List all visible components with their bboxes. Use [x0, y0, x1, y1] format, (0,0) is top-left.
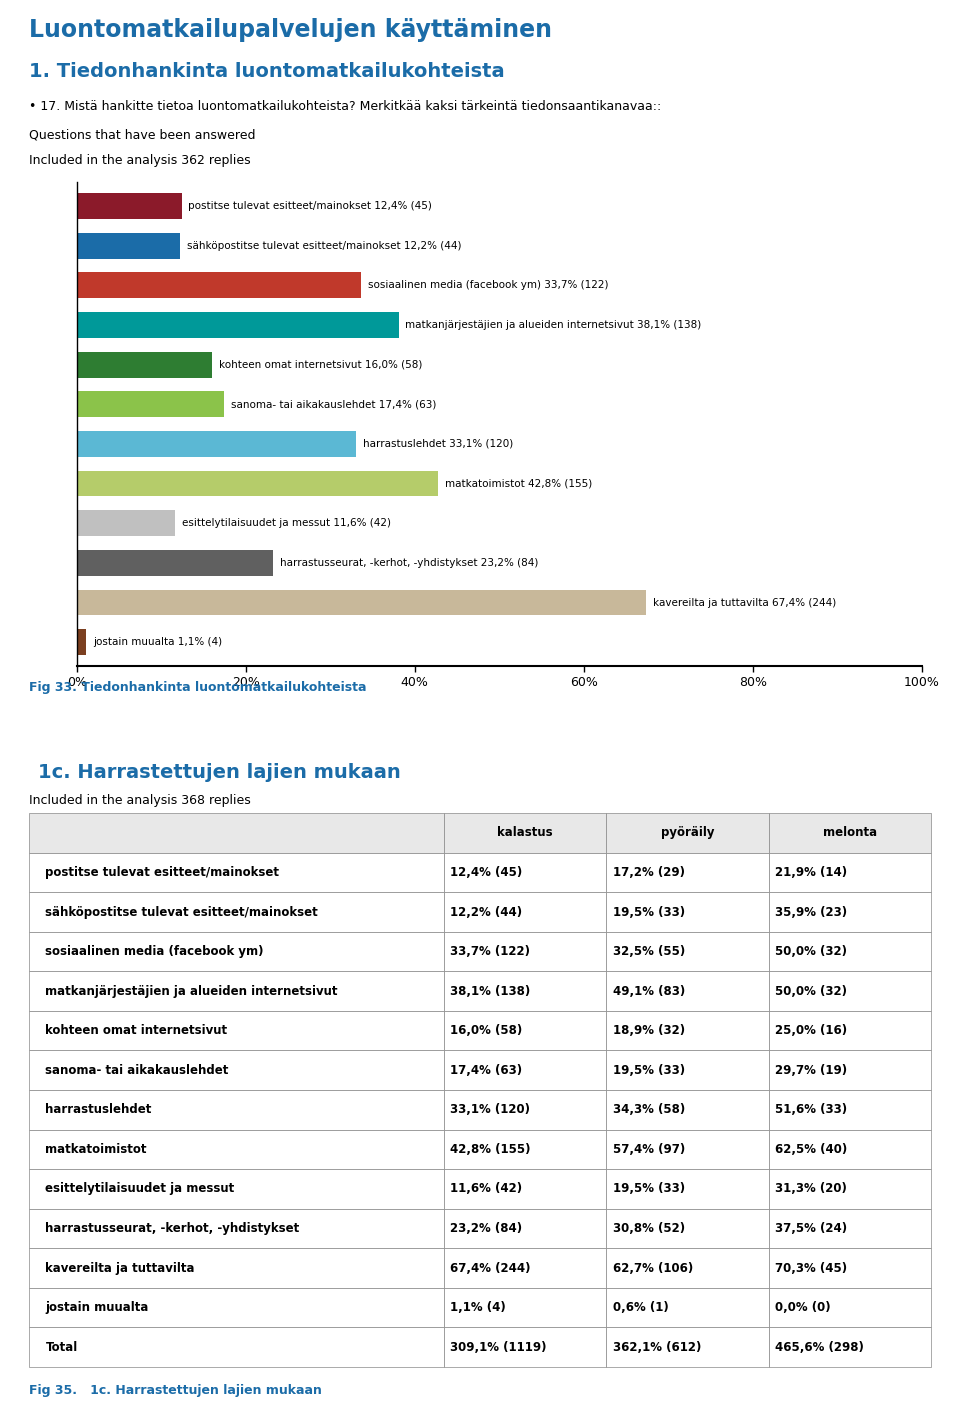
- Text: harrastusseurat, -kerhot, -yhdistykset 23,2% (84): harrastusseurat, -kerhot, -yhdistykset 2…: [279, 558, 538, 568]
- Text: sanoma- tai aikakauslehdet 17,4% (63): sanoma- tai aikakauslehdet 17,4% (63): [230, 400, 436, 409]
- Bar: [77, 590, 646, 615]
- Bar: [77, 233, 180, 258]
- Text: Luontomatkailupalvelujen käyttäminen: Luontomatkailupalvelujen käyttäminen: [29, 18, 552, 42]
- Text: matkatoimistot 42,8% (155): matkatoimistot 42,8% (155): [445, 478, 592, 488]
- Text: kohteen omat internetsivut 16,0% (58): kohteen omat internetsivut 16,0% (58): [219, 360, 422, 370]
- Bar: [77, 510, 175, 536]
- Bar: [77, 391, 224, 418]
- Text: Questions that have been answered: Questions that have been answered: [29, 129, 255, 142]
- Bar: [77, 550, 273, 576]
- Bar: [77, 352, 212, 377]
- Text: Included in the analysis 368 replies: Included in the analysis 368 replies: [29, 794, 251, 806]
- Text: 1. Tiedonhankinta luontomatkailukohteista: 1. Tiedonhankinta luontomatkailukohteist…: [29, 62, 504, 81]
- Text: esittelytilaisuudet ja messut 11,6% (42): esittelytilaisuudet ja messut 11,6% (42): [181, 519, 391, 529]
- Text: postitse tulevat esitteet/mainokset 12,4% (45): postitse tulevat esitteet/mainokset 12,4…: [188, 200, 432, 212]
- Text: harrastuslehdet 33,1% (120): harrastuslehdet 33,1% (120): [363, 439, 514, 449]
- Text: kavereilta ja tuttavilta 67,4% (244): kavereilta ja tuttavilta 67,4% (244): [653, 597, 836, 607]
- Text: matkanjärjestäjien ja alueiden internetsivut 38,1% (138): matkanjärjestäjien ja alueiden internets…: [405, 320, 702, 329]
- Bar: [77, 272, 362, 299]
- Text: sähköpostitse tulevat esitteet/mainokset 12,2% (44): sähköpostitse tulevat esitteet/mainokset…: [186, 241, 461, 251]
- Bar: [77, 313, 398, 338]
- Text: Fig 33. Tiedonhankinta luontomatkailukohteista: Fig 33. Tiedonhankinta luontomatkailukoh…: [29, 681, 367, 694]
- Text: Fig 35.   1c. Harrastettujen lajien mukaan: Fig 35. 1c. Harrastettujen lajien mukaan: [29, 1384, 322, 1396]
- Bar: [77, 629, 86, 655]
- Text: 1c. Harrastettujen lajien mukaan: 1c. Harrastettujen lajien mukaan: [38, 763, 401, 782]
- Text: jostain muualta 1,1% (4): jostain muualta 1,1% (4): [93, 637, 222, 648]
- Text: Included in the analysis 362 replies: Included in the analysis 362 replies: [29, 154, 251, 167]
- Text: sosiaalinen media (facebook ym) 33,7% (122): sosiaalinen media (facebook ym) 33,7% (1…: [369, 280, 609, 290]
- Bar: [77, 430, 356, 457]
- Bar: [77, 471, 439, 496]
- Bar: [77, 193, 181, 219]
- Text: • 17. Mistä hankitte tietoa luontomatkailukohteista? Merkitkää kaksi tärkeintä t: • 17. Mistä hankitte tietoa luontomatkai…: [29, 100, 661, 112]
